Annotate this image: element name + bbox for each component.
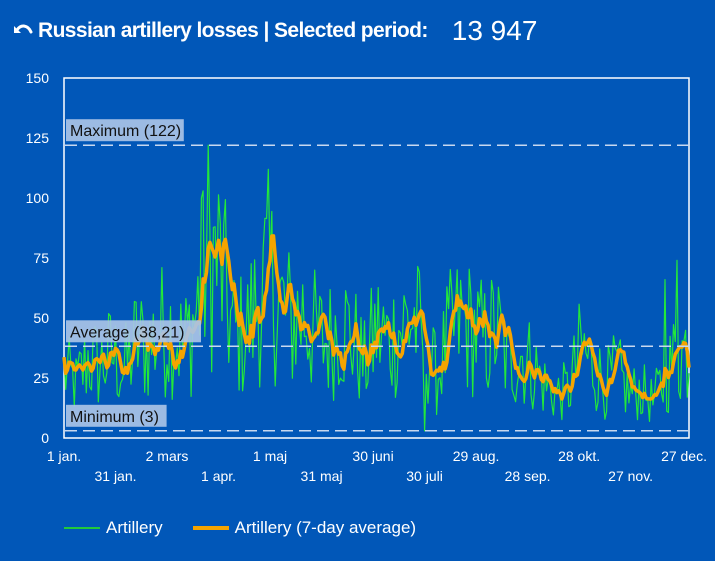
chart-header: Russian artillery losses | Selected peri… [10, 14, 537, 48]
series-line-artillery [63, 144, 690, 432]
y-tick-label: 25 [33, 370, 49, 386]
x-tick-label: 29 aug. [453, 448, 500, 464]
y-axis: 0 25 50 75 100 125 150 [26, 70, 50, 446]
selected-period-total: 13 947 [451, 15, 538, 46]
legend-label-artillery-average: Artillery (7-day average) [234, 518, 417, 537]
y-tick-label: 0 [41, 430, 49, 446]
reference-label-maximum: Maximum (122) [70, 123, 181, 140]
reference-lines: Maximum (122) Average (38,21) Minimum (3) [65, 119, 689, 432]
x-tick-label: 27 nov. [608, 468, 653, 484]
x-tick-label: 1 apr. [201, 468, 236, 484]
x-tick-label: 31 jan. [94, 468, 136, 484]
x-tick-label: 30 juni [352, 448, 393, 464]
y-tick-label: 50 [33, 310, 49, 326]
legend: Artillery Artillery (7-day average) [64, 518, 446, 538]
reference-label-bg-maximum [66, 119, 184, 142]
plot-area-frame [63, 77, 690, 439]
x-tick-label: 27 dec. [661, 448, 707, 464]
legend-item-artillery[interactable]: Artillery [64, 518, 163, 538]
x-tick-label: 1 jan. [47, 448, 81, 464]
chart-title: Russian artillery losses | Selected peri… [38, 19, 428, 42]
legend-item-artillery-average[interactable]: Artillery (7-day average) [192, 518, 417, 538]
reference-label-average: Average (38,21) [70, 324, 184, 341]
x-tick-label: 2 mars [146, 448, 189, 464]
x-tick-label: 1 maj [253, 448, 287, 464]
y-tick-label: 100 [26, 190, 50, 206]
legend-label-artillery: Artillery [106, 518, 163, 537]
x-axis: 1 jan. 31 jan. 2 mars 1 apr. 1 maj 31 maj 30 j… [47, 448, 707, 484]
reference-label-bg-average [66, 320, 201, 343]
x-tick-label: 28 sep. [505, 468, 551, 484]
y-tick-label: 75 [33, 250, 49, 266]
x-tick-label: 31 maj [301, 468, 343, 484]
reference-label-bg-minimum [66, 404, 167, 427]
y-tick-label: 150 [26, 70, 50, 86]
legend-swatch-artillery [64, 527, 100, 529]
y-tick-label: 125 [26, 130, 50, 146]
series-line-artillery-7day-average [62, 234, 691, 401]
series-group [62, 144, 691, 432]
x-tick-label: 28 okt. [558, 448, 600, 464]
legend-swatch-artillery-average [192, 526, 229, 530]
undo-arrow-icon[interactable] [10, 20, 34, 42]
x-tick-label: 30 juli [406, 468, 443, 484]
reference-label-minimum: Minimum (3) [70, 409, 159, 426]
